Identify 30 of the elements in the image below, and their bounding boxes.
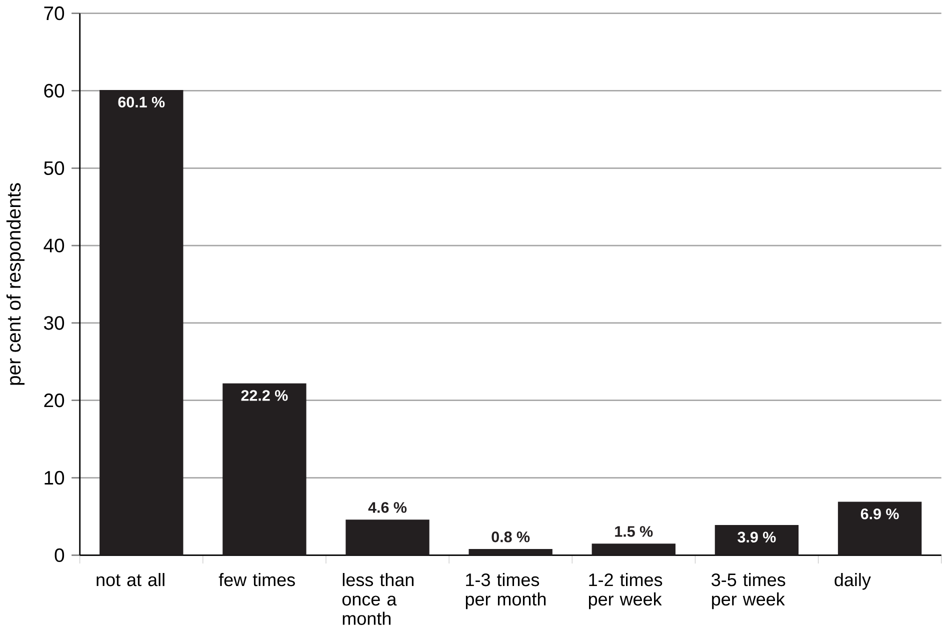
x-tick-label: not at all xyxy=(96,572,164,586)
data-label: 1.5 % xyxy=(615,526,653,537)
bar xyxy=(100,90,184,555)
y-tick-label: 0 xyxy=(54,548,64,562)
x-tick-label: less than once a month xyxy=(342,572,414,625)
data-label: 60.1 % xyxy=(118,96,165,108)
y-tick-label: 70 xyxy=(44,6,64,20)
data-label: 6.9 % xyxy=(860,508,899,520)
x-tick-label: daily xyxy=(834,572,871,590)
y-tick-label: 40 xyxy=(44,238,64,252)
x-tick-label: 1-3 times per month xyxy=(466,572,546,609)
bar xyxy=(714,524,799,555)
data-label: 0.8 % xyxy=(492,531,530,542)
data-label: 4.6 % xyxy=(368,502,407,513)
data-label: 3.9 % xyxy=(738,532,776,542)
x-tick-label: few times xyxy=(218,572,295,586)
y-tick-label: 20 xyxy=(44,393,64,408)
data-label: 22.2 % xyxy=(241,390,288,401)
y-tick-label: 60 xyxy=(44,84,64,98)
y-axis-title: per cent of respondents xyxy=(6,182,25,385)
y-tick-label: 10 xyxy=(44,470,64,484)
bar xyxy=(222,383,306,555)
x-tick-label: 1-2 times per week xyxy=(588,572,662,609)
bar xyxy=(838,502,922,555)
x-tick-label: 3-5 times per week xyxy=(712,572,786,609)
bar xyxy=(468,548,552,555)
y-tick-label: 50 xyxy=(44,161,64,175)
bar xyxy=(592,543,676,555)
bar xyxy=(346,519,430,555)
y-tick-label: 30 xyxy=(44,316,64,330)
